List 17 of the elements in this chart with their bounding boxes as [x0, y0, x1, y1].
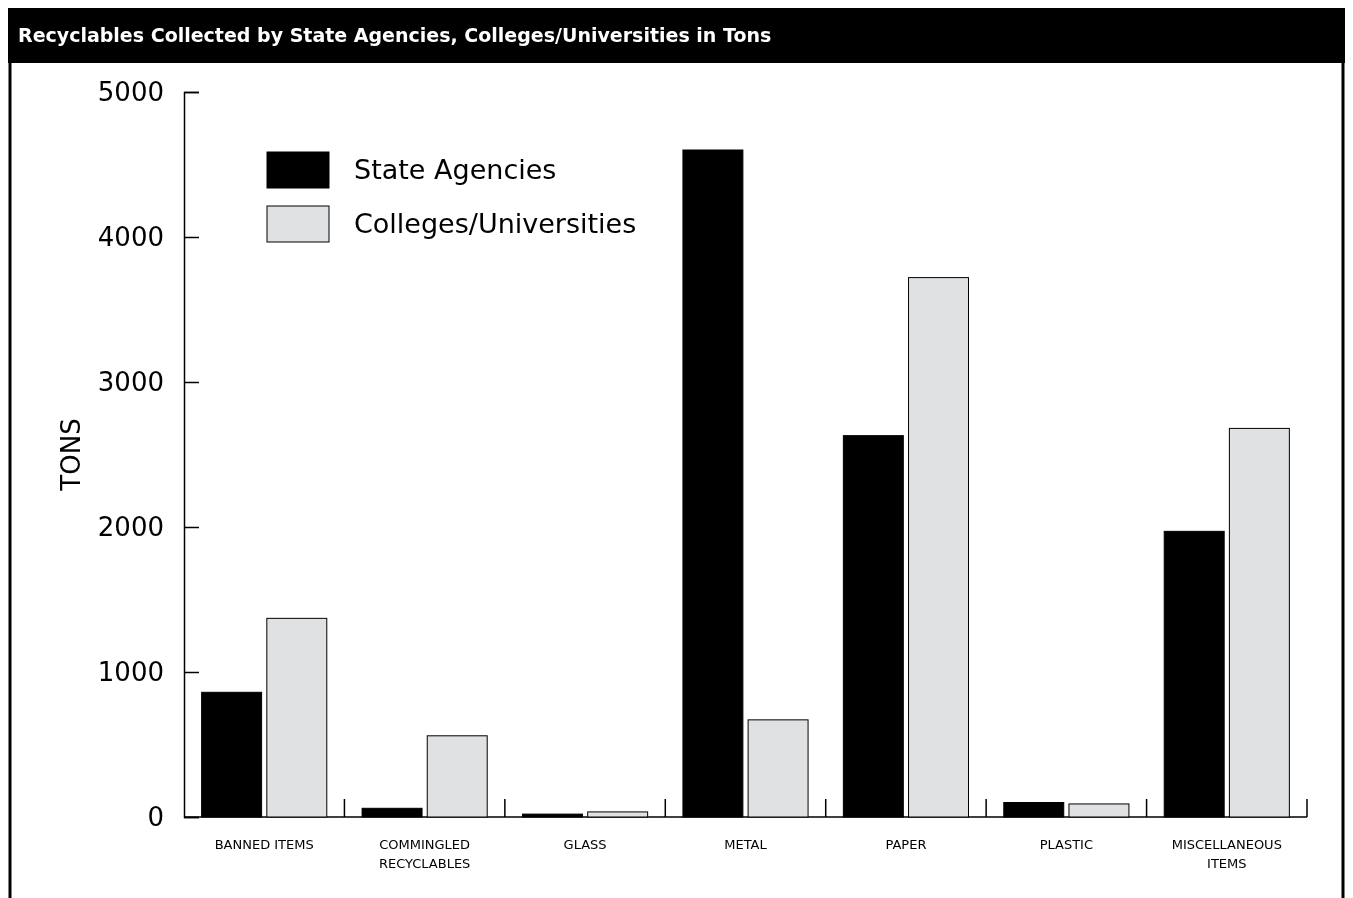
- x-tick-label: PAPER: [885, 837, 927, 852]
- x-tick-label: PLASTIC: [1039, 837, 1094, 852]
- y-tick-label: 3000: [97, 366, 164, 397]
- legend-label: Colleges/Universities: [354, 208, 637, 240]
- chart-title: Recyclables Collected by State Agencies, Colleges/Universities in Tons: [18, 24, 772, 46]
- x-tick-label: METAL: [724, 837, 768, 852]
- y-tick-label: 1000: [97, 656, 164, 687]
- y-tick-label: 2000: [97, 511, 164, 542]
- x-tick-label: MISCELLANEOUS ITEMS: [1171, 837, 1282, 871]
- x-tick-label: GLASS: [563, 837, 607, 852]
- x-tick-label: BANNED ITEMS: [214, 837, 314, 852]
- y-tick-label: 0: [147, 801, 164, 832]
- legend-label: State Agencies: [354, 154, 557, 186]
- y-axis-title: TONS: [56, 418, 86, 492]
- y-tick-label: 5000: [97, 76, 164, 107]
- x-tick-label: COMMINGLED RECYCLABLES: [378, 837, 471, 871]
- y-tick-label: 4000: [97, 221, 164, 252]
